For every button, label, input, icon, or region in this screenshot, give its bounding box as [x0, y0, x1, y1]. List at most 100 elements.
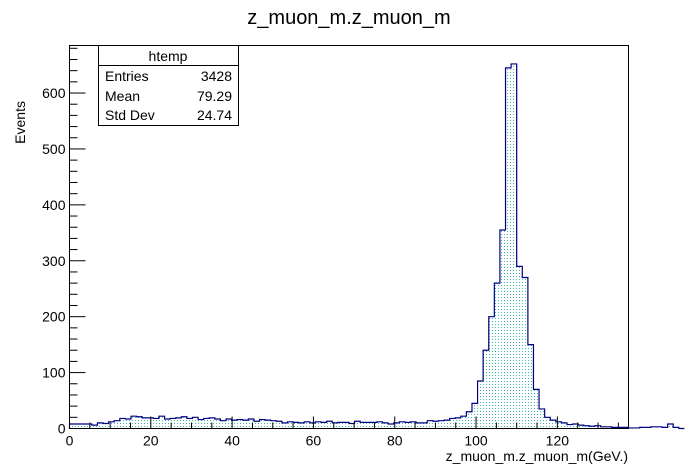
- histogram-bin: [75, 424, 81, 429]
- x-tick-label: 0: [66, 433, 74, 449]
- histogram-bin: [555, 421, 562, 429]
- histogram-bin: [103, 423, 109, 429]
- histogram-bin: [483, 350, 489, 429]
- histogram-bin: [455, 417, 461, 429]
- histogram-bin: [427, 420, 433, 429]
- histogram-bin: [293, 422, 299, 429]
- histogram-bin: [214, 418, 221, 429]
- histogram-bin: [164, 418, 171, 429]
- histogram-bin: [309, 422, 316, 429]
- x-axis-ticks: 0 20 40 60 80 100 120: [66, 416, 619, 449]
- histogram-bin: [108, 421, 115, 429]
- histogram-bin: [321, 422, 327, 429]
- histogram-bin: [158, 416, 165, 429]
- histogram-bin: [203, 418, 210, 429]
- histogram-bin: [572, 424, 579, 429]
- histogram-bin: [360, 422, 366, 429]
- histogram-bin: [561, 422, 568, 429]
- histogram-bin: [410, 421, 417, 429]
- y-tick-label: 400: [42, 197, 66, 213]
- histogram-bin: [119, 418, 126, 429]
- histogram-bin: [382, 422, 389, 429]
- histogram-bin: [354, 421, 361, 429]
- histogram-bin: [265, 420, 271, 429]
- histogram-bin: [583, 425, 590, 429]
- histogram-bin: [505, 67, 512, 429]
- stats-mean-value: 79.29: [197, 88, 232, 104]
- histogram-bin: [114, 420, 120, 429]
- histogram-bin: [650, 426, 657, 429]
- histogram-bin: [332, 422, 338, 429]
- histogram-bin: [220, 420, 227, 429]
- histogram-bin: [259, 419, 266, 429]
- histogram-bin: [449, 418, 456, 429]
- stats-entries-label: Entries: [105, 68, 149, 84]
- y-axis-label: Events: [12, 101, 28, 144]
- y-tick-label: 300: [42, 253, 66, 269]
- histogram-bin: [494, 283, 500, 429]
- histogram-bin: [578, 425, 584, 429]
- histogram-bin: [438, 420, 445, 429]
- x-tick-label: 80: [387, 433, 403, 449]
- histogram-bin: [315, 421, 322, 429]
- y-tick-label: 0: [58, 421, 66, 437]
- histogram-bin: [170, 418, 176, 429]
- histogram-bin: [600, 426, 607, 429]
- histogram-bin: [488, 316, 495, 429]
- y-tick-label: 100: [42, 365, 66, 381]
- histogram-bin: [153, 418, 159, 429]
- histogram-bin: [337, 422, 344, 429]
- histogram-bin: [80, 424, 87, 429]
- histogram-bin: [365, 422, 372, 429]
- histogram-bins: [69, 63, 679, 429]
- histogram-bin: [298, 422, 305, 429]
- histogram-bin: [589, 426, 595, 429]
- plot-frame: [69, 45, 629, 429]
- histogram-bin: [226, 418, 232, 429]
- histogram-bin: [186, 418, 193, 429]
- y-tick-label: 600: [42, 85, 66, 101]
- histogram-bin: [539, 408, 545, 429]
- histogram-bin: [142, 417, 148, 429]
- stats-mean-label: Mean: [105, 88, 140, 104]
- x-tick-label: 120: [546, 433, 570, 449]
- histogram-bin: [460, 416, 467, 429]
- histogram-bin: [175, 417, 182, 429]
- histogram-bin: [270, 420, 277, 429]
- stats-entries-value: 3428: [201, 68, 232, 84]
- histogram-bin: [522, 277, 528, 429]
- stats-stddev-label: Std Dev: [105, 107, 155, 123]
- histogram-bin: [198, 419, 204, 429]
- x-axis-label: z_muon_m.z_muon_m(GeV.): [446, 448, 628, 464]
- histogram-bin: [511, 63, 517, 429]
- histogram-bin: [242, 420, 249, 429]
- histogram-bin: [606, 426, 612, 429]
- stats-box: htemp Entries 3428 Mean 79.29 Std Dev 24…: [98, 45, 239, 126]
- histogram-bin: [304, 421, 310, 429]
- histogram-bin: [404, 422, 411, 429]
- histogram-bin: [527, 344, 534, 429]
- x-tick-label: 60: [306, 433, 322, 449]
- histogram-bin: [253, 421, 260, 429]
- histogram-bin: [181, 416, 187, 429]
- histogram-bin: [477, 380, 484, 429]
- histogram-bin: [388, 424, 394, 429]
- x-tick-label: 20: [143, 433, 159, 449]
- stats-title: htemp: [149, 48, 188, 64]
- histogram-bin: [231, 420, 238, 429]
- histogram-bin: [399, 421, 405, 429]
- histogram-bin: [125, 418, 131, 429]
- histogram-bin: [416, 422, 422, 429]
- y-tick-label: 500: [42, 141, 66, 157]
- histogram-bin: [97, 422, 104, 429]
- histogram-bin: [91, 425, 98, 429]
- histogram-bin: [349, 423, 355, 429]
- histogram-bin: [237, 419, 243, 429]
- chart-title: z_muon_m.z_muon_m: [247, 7, 450, 29]
- histogram-bin: [499, 230, 506, 429]
- histogram-bin: [69, 424, 76, 429]
- histogram-bin: [192, 417, 199, 429]
- histogram-bin: [533, 389, 540, 429]
- histogram-bin: [567, 424, 573, 429]
